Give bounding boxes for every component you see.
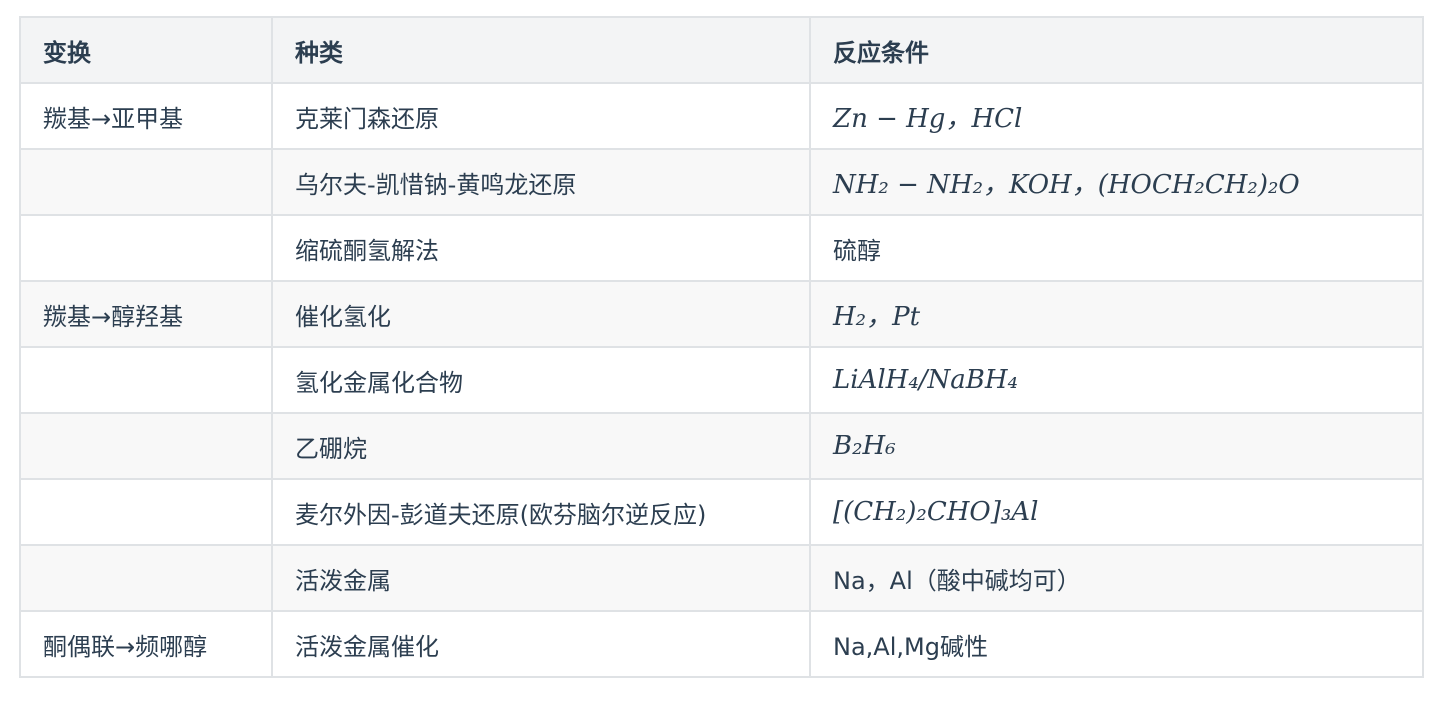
table-header-row: 变换 种类 反应条件 bbox=[19, 16, 1424, 84]
table-row: 酮偶联→频哪醇 活泼金属催化 Na,Al,Mg碱性 bbox=[19, 610, 1424, 678]
table-row: 乙硼烷 B₂H₆ bbox=[19, 412, 1424, 480]
header-transform: 变换 bbox=[19, 16, 273, 84]
cell-condition: [(CH₂)₂CHO]₃Al bbox=[809, 478, 1424, 546]
cell-transform bbox=[19, 346, 273, 414]
cell-transform: 羰基→亚甲基 bbox=[19, 82, 273, 150]
cell-type: 麦尔外因-彭道夫还原(欧芬脑尔逆反应) bbox=[271, 478, 811, 546]
cell-condition: Zn − Hg，HCl bbox=[809, 82, 1424, 150]
cell-condition: 硫醇 bbox=[809, 214, 1424, 282]
cell-type: 活泼金属催化 bbox=[271, 610, 811, 678]
cell-type: 催化氢化 bbox=[271, 280, 811, 348]
cell-condition: H₂，Pt bbox=[809, 280, 1424, 348]
cell-transform: 羰基→醇羟基 bbox=[19, 280, 273, 348]
cell-condition: LiAlH₄/NaBH₄ bbox=[809, 346, 1424, 414]
cell-transform bbox=[19, 544, 273, 612]
cell-transform bbox=[19, 214, 273, 282]
cell-type: 活泼金属 bbox=[271, 544, 811, 612]
cell-condition: Na,Al,Mg碱性 bbox=[809, 610, 1424, 678]
table-row: 羰基→醇羟基 催化氢化 H₂，Pt bbox=[19, 280, 1424, 348]
table-row: 活泼金属 Na，Al（酸中碱均可） bbox=[19, 544, 1424, 612]
header-condition: 反应条件 bbox=[809, 16, 1424, 84]
cell-transform bbox=[19, 478, 273, 546]
cell-transform bbox=[19, 148, 273, 216]
reduction-table: 变换 种类 反应条件 羰基→亚甲基 克莱门森还原 Zn − Hg，HCl 乌尔夫-凯惜… bbox=[19, 16, 1424, 678]
cell-condition: NH₂ − NH₂，KOH，(HOCH₂CH₂)₂O bbox=[809, 148, 1424, 216]
table-row: 麦尔外因-彭道夫还原(欧芬脑尔逆反应) [(CH₂)₂CHO]₃Al bbox=[19, 478, 1424, 546]
cell-condition: B₂H₆ bbox=[809, 412, 1424, 480]
table-row: 羰基→亚甲基 克莱门森还原 Zn − Hg，HCl bbox=[19, 82, 1424, 150]
table-row: 氢化金属化合物 LiAlH₄/NaBH₄ bbox=[19, 346, 1424, 414]
cell-transform: 酮偶联→频哪醇 bbox=[19, 610, 273, 678]
cell-type: 乙硼烷 bbox=[271, 412, 811, 480]
table-row: 缩硫酮氢解法 硫醇 bbox=[19, 214, 1424, 282]
cell-transform bbox=[19, 412, 273, 480]
cell-condition: Na，Al（酸中碱均可） bbox=[809, 544, 1424, 612]
cell-type: 乌尔夫-凯惜钠-黄鸣龙还原 bbox=[271, 148, 811, 216]
header-type: 种类 bbox=[271, 16, 811, 84]
cell-type: 氢化金属化合物 bbox=[271, 346, 811, 414]
table-row: 乌尔夫-凯惜钠-黄鸣龙还原 NH₂ − NH₂，KOH，(HOCH₂CH₂)₂O bbox=[19, 148, 1424, 216]
cell-type: 克莱门森还原 bbox=[271, 82, 811, 150]
cell-type: 缩硫酮氢解法 bbox=[271, 214, 811, 282]
